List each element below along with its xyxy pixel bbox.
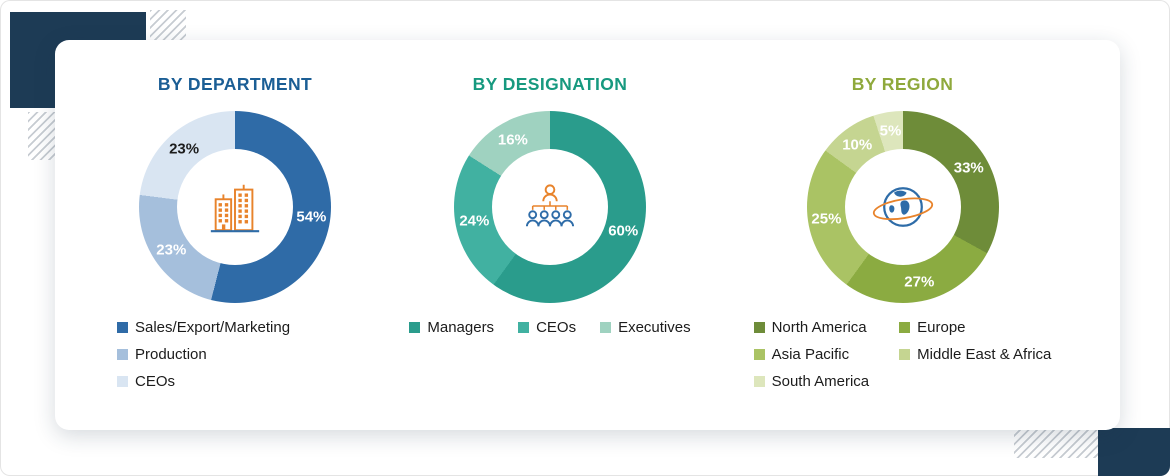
legend-color-swatch [518, 322, 530, 333]
slice-percentage-label: 33% [953, 159, 984, 177]
legend-label: CEOs [536, 319, 577, 336]
legend-item: Europe [899, 319, 1051, 336]
legend-color-swatch [753, 349, 765, 360]
slice-percentage-label: 23% [156, 241, 187, 259]
slice-percentage-label: 54% [296, 208, 327, 226]
legend-label: CEOs [135, 373, 176, 390]
designation-legend: Managers CEOs Executives [385, 319, 715, 336]
donut-wrap: 60% 24% 16% [385, 111, 715, 303]
legend-color-swatch [899, 349, 911, 360]
legend-label: Asia Pacific [771, 346, 850, 363]
legend-label: Executives [618, 319, 691, 336]
legend-color-swatch [753, 322, 765, 333]
legend-label: Production [135, 346, 207, 363]
chart-by-designation: BY DESIGNATION 60% 24% 16% Managers CEOs Exe… [385, 74, 715, 430]
slice-percentage-label: 60% [608, 222, 639, 240]
globe-icon [844, 149, 961, 265]
department-donut-chart: 54% 23% 23% [139, 111, 331, 303]
legend-item: Sales/Export/Marketing [117, 319, 290, 336]
slice-percentage-label: 24% [459, 212, 490, 230]
legend-item: Managers [409, 319, 494, 336]
legend-label: Middle East & Africa [917, 346, 1052, 363]
legend-label: Managers [427, 319, 495, 336]
legend-label: South America [771, 373, 870, 390]
legend-color-swatch [117, 322, 128, 333]
legend-item: South America [753, 373, 870, 390]
chart-title-region: BY REGION [851, 74, 954, 94]
corner-block-bottom-right [1098, 428, 1170, 476]
department-legend: Sales/Export/Marketing Production CEOs [117, 319, 290, 390]
legend-item: Production [117, 346, 290, 363]
region-legend: North America Europe Asia Pacific Middle Ea… [753, 319, 1051, 390]
slice-percentage-label: 27% [904, 273, 935, 291]
legend-color-swatch [753, 376, 765, 387]
legend-item: CEOs [518, 319, 576, 336]
legend-item: Executives [600, 319, 691, 336]
legend-color-swatch [409, 322, 421, 333]
chart-title-designation: BY DESIGNATION [472, 74, 628, 94]
legend-color-swatch [117, 376, 128, 387]
legend-label: Sales/Export/Marketing [135, 319, 291, 336]
legend-label: North America [771, 319, 867, 336]
chart-by-region: BY REGION 33% 27% 25% 10% 5% North America Eu… [715, 74, 1090, 430]
legend-item: Asia Pacific [753, 346, 870, 363]
legend-color-swatch [899, 322, 911, 333]
slice-percentage-label: 16% [497, 131, 528, 149]
buildings-icon [177, 149, 293, 265]
chart-title-department: BY DEPARTMENT [157, 74, 313, 94]
slice-percentage-label: 23% [169, 140, 200, 158]
legend-item: Middle East & Africa [899, 346, 1051, 363]
chart-by-department: BY DEPARTMENT 54% 23% 23% Sales/Export/Mar… [85, 74, 385, 430]
donut-wrap: 33% 27% 25% 10% 5% [715, 111, 1090, 303]
charts-card: BY DEPARTMENT 54% 23% 23% Sales/Export/Mar… [55, 40, 1120, 430]
legend-color-swatch [600, 322, 612, 333]
designation-donut-chart: 60% 24% 16% [454, 111, 646, 303]
legend-color-swatch [117, 349, 128, 360]
slice-percentage-label: 5% [879, 122, 902, 140]
org-chart-icon [492, 149, 608, 265]
donut-wrap: 54% 23% 23% [85, 111, 385, 303]
slice-percentage-label: 25% [811, 210, 842, 228]
slice-percentage-label: 10% [842, 136, 873, 154]
region-donut-chart: 33% 27% 25% 10% 5% [806, 111, 999, 303]
legend-item: North America [753, 319, 870, 336]
legend-item: CEOs [117, 373, 290, 390]
legend-label: Europe [917, 319, 966, 336]
